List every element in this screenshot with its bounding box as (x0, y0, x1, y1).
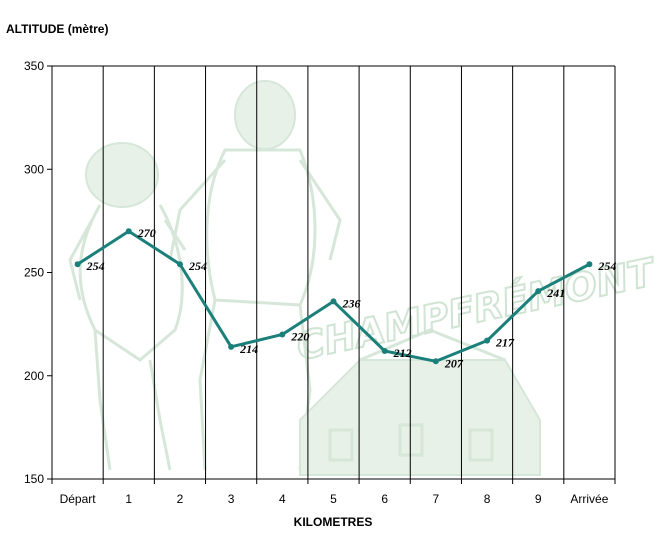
data-point (432, 358, 439, 365)
data-point (125, 228, 132, 235)
runner-man-illustration (168, 80, 342, 471)
x-tick-label: 4 (279, 492, 286, 506)
y-axis-title: ALTITUDE (mètre) (6, 22, 108, 36)
data-point (586, 261, 593, 268)
y-tick-label: 300 (24, 162, 44, 176)
data-point (535, 288, 542, 295)
x-axis-title: KILOMETRES (294, 515, 373, 529)
x-tick-label: 6 (381, 492, 388, 506)
data-label: 254 (86, 259, 105, 273)
x-tick-label: Arrivée (570, 492, 608, 506)
x-axis-ticks: Départ 1 2 3 4 5 6 7 8 9 Arrivée (51, 479, 616, 506)
runner-woman-illustration (68, 142, 187, 471)
x-tick-label: 2 (177, 492, 184, 506)
data-point (74, 261, 81, 268)
data-label: 207 (444, 356, 464, 370)
data-labels: 254 270 254 214 220 236 212 207 217 241 254 (86, 226, 617, 370)
house-illustration (299, 328, 541, 476)
data-point (279, 331, 286, 338)
data-label: 254 (597, 259, 616, 273)
watermark-illustration: CHAMPFRÉMONT (68, 80, 662, 476)
x-tick-label: Départ (60, 492, 97, 506)
data-label: 220 (290, 329, 309, 343)
y-tick-label: 350 (24, 59, 44, 73)
y-tick-label: 250 (24, 266, 44, 280)
x-tick-label: 1 (125, 492, 132, 506)
data-label: 270 (137, 226, 156, 240)
x-tick-label: 7 (433, 492, 440, 506)
x-tick-label: 5 (330, 492, 337, 506)
data-point (484, 337, 491, 344)
y-tick-label: 150 (24, 472, 44, 486)
data-point (381, 347, 388, 354)
altitude-series (74, 228, 593, 365)
data-label: 212 (393, 346, 412, 360)
data-point (228, 343, 235, 350)
data-point (176, 261, 183, 268)
data-label: 214 (239, 342, 258, 356)
y-tick-label: 200 (24, 369, 44, 383)
data-label: 236 (342, 296, 361, 310)
data-point (330, 298, 337, 305)
y-axis-ticks: 150 200 250 300 350 (24, 59, 52, 486)
vertical-gridlines (102, 66, 565, 479)
x-tick-label: 3 (228, 492, 235, 506)
data-label: 217 (495, 336, 515, 350)
data-label: 241 (546, 286, 565, 300)
x-tick-label: 9 (535, 492, 542, 506)
x-tick-label: 8 (484, 492, 491, 506)
data-label: 254 (188, 259, 207, 273)
